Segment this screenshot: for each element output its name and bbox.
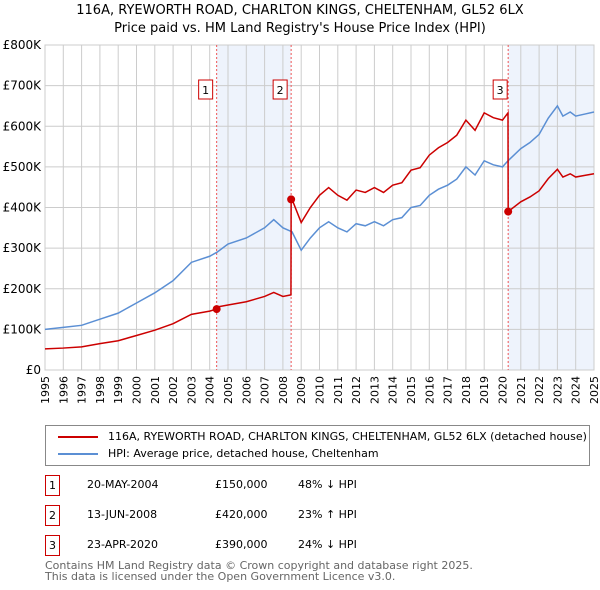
x-tick-label: 2008 (277, 376, 290, 404)
sale-marker-label: 2 (277, 84, 284, 97)
hpi-line (44, 104, 595, 331)
y-tick-label: £600K (3, 119, 43, 133)
chart-title: 116A, RYEWORTH ROAD, CHARLTON KINGS, CHE… (76, 3, 524, 18)
attribution: Contains HM Land Registry data © Crown c… (45, 560, 473, 582)
x-tick-label: 1998 (94, 376, 107, 404)
x-tick-label: 2019 (478, 376, 491, 404)
sale-point (287, 195, 296, 204)
x-tick-label: 2017 (442, 376, 455, 404)
sale-marker-label: 1 (45, 475, 60, 496)
x-tick-label: 2024 (570, 376, 583, 404)
sale-point (504, 207, 513, 216)
x-tick-label: 2022 (533, 376, 546, 404)
sale-hpi-diff: 23% ↑ HPI (298, 508, 357, 521)
y-tick-label: £0 (26, 363, 41, 377)
x-tick-label: 2011 (332, 376, 345, 404)
x-tick-label: 1995 (39, 376, 52, 404)
sale-hpi-diff: 48% ↓ HPI (298, 478, 357, 491)
x-tick-label: 1997 (76, 376, 89, 404)
y-tick-label: £300K (3, 241, 43, 255)
sale-marker-label: 1 (202, 84, 209, 97)
plot-area: 1995 1996 1997 1998 1999 2000 2001 2002 2003 2004… (3, 38, 600, 404)
attribution-line-2: This data is licensed under the Open Gov… (45, 570, 396, 583)
x-tick-label: 2013 (368, 376, 381, 404)
sale-date: 13-JUN-2008 (87, 508, 158, 521)
x-tick-label: 2021 (515, 376, 528, 404)
legend-swatch-property (58, 435, 98, 438)
y-tick-label: £500K (3, 160, 43, 174)
x-tick-label: 2003 (185, 376, 198, 404)
legend: 116A, RYEWORTH ROAD, CHARLTON KINGS, CHE… (45, 425, 590, 466)
x-tick-label: 2000 (131, 376, 144, 404)
x-tick-label: 2001 (149, 376, 162, 404)
x-tick-label: 2009 (295, 376, 308, 404)
sale-marker-label: 3 (497, 84, 504, 97)
x-tick-label: 2023 (551, 376, 564, 404)
x-tick-label: 2010 (314, 376, 327, 404)
sale-marker-box (492, 79, 508, 100)
legend-swatch-hpi (58, 452, 98, 455)
attribution-line-1: Contains HM Land Registry data © Crown c… (45, 559, 473, 572)
x-tick-label: 2025 (588, 376, 600, 404)
x-tick-label: 2014 (387, 376, 400, 404)
sale-price: £150,000 (215, 478, 268, 491)
x-tick-label: 2018 (460, 376, 473, 404)
x-tick-label: 2015 (405, 376, 418, 404)
sale-marker-box (198, 79, 214, 100)
sale-hpi-diff: 24% ↓ HPI (298, 538, 357, 551)
y-tick-label: £800K (3, 38, 43, 52)
sale-marker-label: 3 (45, 535, 60, 556)
y-tick-label: £100K (3, 322, 43, 336)
sale-marker-box (272, 79, 288, 100)
sale-point (212, 305, 221, 314)
plot-border (44, 44, 595, 371)
sale-date: 20-MAY-2004 (87, 478, 159, 491)
x-tick-label: 2004 (204, 376, 217, 404)
y-tick-label: £400K (3, 201, 43, 215)
x-tick-label: 2006 (240, 376, 253, 404)
x-tick-label: 2007 (259, 376, 272, 404)
x-tick-label: 2012 (350, 376, 363, 404)
chart-subtitle: Price paid vs. HM Land Registry's House … (114, 21, 486, 36)
legend-label-hpi: HPI: Average price, detached house, Chel… (108, 447, 379, 460)
sale-price: £390,000 (215, 538, 268, 551)
legend-label-property: 116A, RYEWORTH ROAD, CHARLTON KINGS, CHE… (108, 430, 587, 443)
x-tick-label: 1999 (112, 376, 125, 404)
sale-price: £420,000 (215, 508, 268, 521)
x-tick-label: 2005 (222, 376, 235, 404)
x-tick-label: 2020 (497, 376, 510, 404)
y-tick-label: £200K (3, 282, 43, 296)
x-tick-label: 1996 (57, 376, 70, 404)
y-tick-label: £700K (3, 79, 43, 93)
sale-marker-label: 2 (45, 505, 60, 526)
sale-date: 23-APR-2020 (87, 538, 159, 551)
x-tick-label: 2002 (167, 376, 180, 404)
property-price-line (44, 110, 595, 350)
x-tick-label: 2016 (423, 376, 436, 404)
